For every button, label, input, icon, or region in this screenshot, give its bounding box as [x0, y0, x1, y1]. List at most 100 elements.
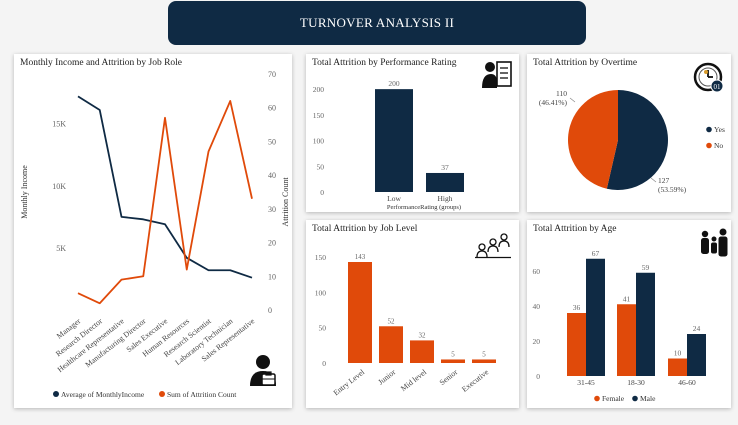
- pie-slice-yes: [606, 90, 668, 191]
- data-label: 52: [388, 317, 396, 325]
- x-tick-label: Executive: [460, 367, 491, 394]
- chart-job-role[interactable]: 5K 10K 15K 0 10 20 30 40 50 60 70 Monthly Income Att…: [14, 54, 292, 408]
- legend-marker-yes: [706, 126, 712, 133]
- people-hierarchy-icon: [474, 232, 512, 259]
- chart-title-performance: Total Attrition by Performance Rating: [312, 58, 457, 68]
- legend-marker-no: [706, 142, 712, 149]
- data-label: 10: [674, 349, 682, 358]
- series-line-0: [77, 95, 253, 279]
- chart-overtime[interactable]: 127(53.59%) 110(46.41%) Yes No: [527, 54, 731, 212]
- person-clipboard-icon: [481, 58, 513, 90]
- y2-tick-label: 50: [268, 137, 276, 146]
- x-tick-label: Mid level: [399, 367, 429, 393]
- panel-age[interactable]: Total Attrition by Age 0 20 40 60 36 67 31-45 4…: [527, 220, 731, 408]
- x-tick-label: 31-45: [577, 378, 595, 387]
- bar-mid-level: [410, 340, 434, 363]
- chart-performance[interactable]: 0 50 100 150 200 200 Low 37 HighPerformanceRatin…: [306, 54, 519, 212]
- chart-title-job-role: Monthly Income and Attrition by Job Role: [20, 58, 183, 68]
- y2-tick-label: 0: [268, 306, 272, 315]
- panel-job-level[interactable]: Total Attrition by Job Level 0 50 100 150 14…: [306, 220, 519, 408]
- y2-tick-label: 20: [268, 239, 276, 248]
- bar-female-46-60: [668, 358, 687, 376]
- y-tick-label: 60: [533, 267, 541, 276]
- x-tick-label: 18-30: [627, 378, 645, 387]
- legend-label-male: Male: [640, 394, 656, 403]
- data-label: 200: [388, 79, 400, 88]
- x-tick-label: Junior: [376, 367, 397, 386]
- legend-label-yes: Yes: [714, 125, 725, 134]
- data-label: 37: [441, 163, 449, 172]
- x-tick-label: 46-60: [678, 378, 696, 387]
- legend-label-0: Average of MonthlyIncome: [61, 390, 145, 399]
- panel-overtime[interactable]: Total Attrition by Overtime 127 (53.59%) 1…: [527, 54, 731, 212]
- bar-female-31-45: [567, 313, 586, 376]
- legend-label-female: Female: [602, 394, 625, 403]
- bar-high: [426, 172, 464, 192]
- data-label: 143: [355, 253, 366, 261]
- y-tick-label: 0: [320, 188, 324, 197]
- y-tick-label: 5K: [56, 244, 66, 253]
- dashboard-title: TURNOVER ANALYSIS II: [168, 1, 586, 45]
- y-tick-label: 100: [313, 137, 325, 146]
- y-tick-label: 100: [315, 288, 327, 297]
- y-tick-label: 15K: [52, 120, 66, 129]
- chart-title-overtime: Total Attrition by Overtime: [533, 58, 638, 68]
- y-tick-label: 200: [313, 85, 325, 94]
- x-axis-label: PerformanceRating (groups): [387, 204, 461, 211]
- slice-value-yes: 127: [658, 176, 670, 185]
- bar-female-18-30: [617, 304, 636, 376]
- y2-tick-label: 70: [268, 70, 276, 79]
- y-tick-label: 150: [313, 111, 325, 120]
- y-tick-label: 20: [533, 337, 541, 346]
- y-tick-label: 50: [317, 162, 325, 171]
- bar-junior: [379, 326, 403, 363]
- y-tick-label: 150: [315, 253, 327, 262]
- svg-text:01: 01: [714, 83, 722, 91]
- dashboard-title-text: TURNOVER ANALYSIS II: [299, 15, 455, 30]
- y-tick-label: 50: [319, 324, 327, 333]
- data-label: 5: [482, 350, 486, 358]
- legend-label-no: No: [714, 141, 723, 150]
- data-label: 5: [451, 350, 455, 358]
- panel-job-role[interactable]: Monthly Income and Attrition by Job Role…: [14, 54, 292, 408]
- legend-marker-0: [53, 391, 59, 397]
- data-label: 67: [592, 249, 600, 258]
- chart-age[interactable]: 0 20 40 60 36 67 31-45 41 59 18-30 10 24 46-60 Female…: [527, 220, 731, 408]
- slice-pct-yes: (53.59%): [658, 185, 687, 194]
- x-tick-label: Senior: [438, 367, 460, 387]
- slice-value-no: 110: [556, 89, 567, 98]
- y2-tick-label: 30: [268, 205, 276, 214]
- chart-title-job-level: Total Attrition by Job Level: [312, 224, 418, 234]
- y-tick-label: 0: [536, 372, 540, 381]
- bar-male-31-45: [586, 258, 605, 376]
- panel-performance[interactable]: Total Attrition by Performance Rating 0 5…: [306, 54, 519, 212]
- chart-job-level[interactable]: 0 50 100 150 143 Entry Level 52 Junior 32 Mid lev…: [306, 220, 519, 408]
- bar-male-18-30: [636, 272, 655, 376]
- leader-line: [569, 97, 576, 103]
- legend-marker-1: [159, 391, 165, 397]
- data-label: 32: [419, 331, 427, 339]
- pie-slice-no: [568, 90, 618, 189]
- bar-senior: [441, 359, 465, 363]
- slice-pct-no: (46.41%): [539, 98, 568, 107]
- y-tick-label: 0: [322, 359, 326, 368]
- legend-label-1: Sum of Attrition Count: [167, 390, 237, 399]
- clock-badge-icon: 01: [693, 62, 725, 94]
- person-briefcase-icon: [248, 354, 278, 388]
- y2-axis-label: Attrition Count: [281, 177, 290, 227]
- bar-male-46-60: [687, 334, 706, 376]
- legend-marker-female: [594, 395, 600, 402]
- series-line-1: [77, 100, 253, 305]
- data-label: 36: [573, 303, 581, 312]
- x-tick-label: Low: [387, 194, 401, 203]
- y2-tick-label: 40: [268, 171, 276, 180]
- bar-low: [375, 89, 413, 192]
- x-tick-label: High: [438, 194, 453, 203]
- family-icon: [699, 228, 729, 258]
- legend-marker-male: [632, 395, 638, 402]
- bar-executive: [472, 359, 496, 363]
- data-label: 24: [693, 324, 701, 333]
- leader-line: [650, 177, 657, 183]
- x-tick-label: Entry Level: [332, 367, 367, 397]
- data-label: 41: [623, 294, 631, 303]
